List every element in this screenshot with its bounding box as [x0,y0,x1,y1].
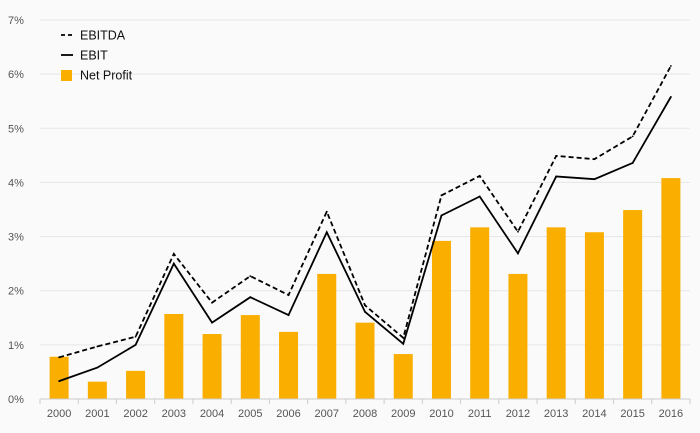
net-profit-bar [584,232,604,399]
ebit-point [172,262,175,265]
ebitda-point [440,194,443,197]
ebit-point [134,343,137,346]
legend: EBITDA EBIT Net Profit [61,29,133,83]
ebitda-point [402,336,405,339]
y-tick-label: 1% [8,340,24,352]
net-profit-bar [317,273,337,399]
grid-lines [40,19,690,346]
legend-ebitda-label: EBITDA [80,29,126,43]
x-tick-label: 2016 [659,408,683,420]
legend-net-profit-label: Net Profit [80,69,133,83]
net-profit-bar [661,178,681,399]
x-tick-label: 2007 [315,408,339,420]
x-tick-label: 2011 [468,408,492,420]
x-tick-label: 2003 [162,408,186,420]
net-profit-bar [87,381,107,399]
ebitda-point [593,158,596,161]
ebitda-point [631,135,634,138]
x-tick-label: 2002 [123,408,147,420]
ebit-point [58,380,61,383]
net-profit-bar [623,210,643,399]
y-tick-label: 2% [8,286,24,298]
ebit-point [325,231,328,234]
ebitda-point [517,230,519,233]
ebitda-point [555,154,558,157]
x-tick-label: 2009 [391,408,415,420]
net-profit-bar [202,334,222,399]
net-profit-bars [49,178,681,399]
x-tick-label: 2006 [276,408,300,420]
net-profit-bar [126,370,146,399]
axes: 0% 1% 2% 3% 4% 5% 6% 7% 2000 2001 2002 2003 2004 2005… [8,15,691,420]
ebitda-point [325,210,328,213]
net-profit-bar [393,354,413,399]
x-tick-label: 2000 [47,408,71,420]
net-profit-bar [431,240,451,399]
ebitda-point [211,301,213,304]
series-lines [58,65,672,383]
x-tick-label: 2004 [200,408,224,420]
ebitda-point [478,175,481,177]
x-tick-label: 2010 [429,408,453,420]
ebitda-point [249,275,252,277]
ebit-point [669,95,672,98]
legend-net-profit-swatch [61,70,72,81]
x-tick-label: 2001 [85,408,109,420]
ebit-point [593,178,596,181]
ebit-point [211,321,213,324]
ebitda-point [134,335,137,338]
legend-ebit-label: EBIT [80,49,108,63]
ebit-point [249,296,252,299]
ebit-point [478,195,481,198]
x-tick-label: 2014 [582,408,606,420]
ebit-point [440,214,443,217]
y-tick-label: 3% [8,232,24,244]
ebit-point [555,175,558,178]
ebit-point [96,366,99,369]
y-tick-label: 6% [8,69,24,81]
ebitda-point [58,356,61,359]
x-tick-label: 2015 [620,408,644,420]
ebit-point [517,252,519,255]
ebitda-point [287,294,290,296]
net-profit-bar [164,313,184,399]
ebit-point [402,342,405,345]
x-tick-label: 2008 [353,408,377,420]
y-tick-label: 4% [8,177,24,189]
ebitda-point [96,345,99,348]
net-profit-bar [508,273,528,399]
y-tick-label: 7% [8,15,24,27]
y-tick-label: 0% [8,394,24,406]
x-tick-label: 2012 [506,408,530,420]
x-tick-label: 2013 [544,408,568,420]
ebit-point [631,162,634,164]
x-tick-label: 2005 [238,408,262,420]
y-tick-label: 5% [8,123,24,135]
net-profit-bar [49,356,69,399]
net-profit-bar [355,322,375,399]
ebitda-point [364,304,366,307]
ebitda-point [669,65,672,67]
ebit-point [287,314,290,316]
net-profit-bar [240,315,260,399]
ebit-point [364,310,366,313]
ebitda-point [172,252,175,255]
net-profit-bar [546,227,566,399]
net-profit-bar [279,331,299,399]
net-profit-bar [470,227,490,399]
